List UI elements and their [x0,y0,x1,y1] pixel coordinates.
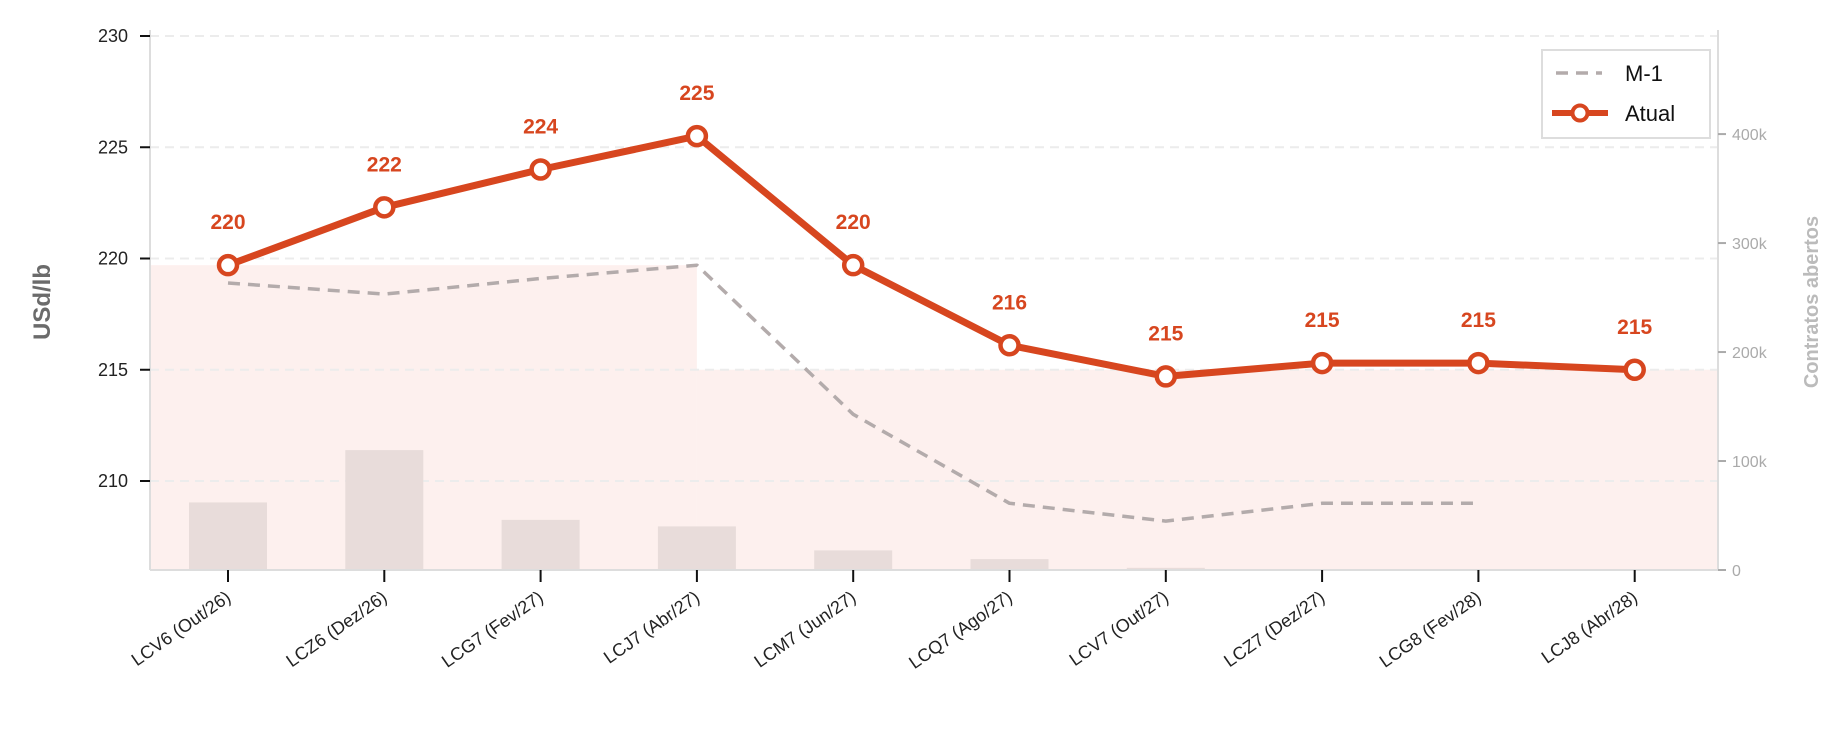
y-tick-label-215: 215 [98,360,128,380]
data-label-6: 215 [1148,322,1183,345]
oi-bar-4 [814,550,893,570]
series-atual-point-9 [1623,358,1646,381]
y-axis-title: USd/lb [29,264,56,340]
x-tick-label-8: LCG8 (Fev/28) [1376,587,1485,672]
data-label-0: 220 [210,211,245,234]
y-tick-label-230: 230 [98,26,128,46]
x-tick-label-2: LCG7 (Fev/27) [438,587,547,672]
y2-tick-label-3: 300k [1732,236,1768,253]
series-atual-point-3 [685,124,709,148]
x-tick-label-7: LCZ7 (Dez/27) [1220,587,1328,671]
y2-tick-label-2: 200k [1732,345,1768,362]
series-atual-point-2 [529,158,552,181]
series-atual-point-7 [1310,351,1334,375]
legend-m1-label: M-1 [1625,61,1663,86]
oi-bar-5 [970,559,1049,570]
series-atual-point-6 [1154,365,1178,388]
series-atual-point-0 [216,253,240,277]
series-atual-line [224,132,1639,380]
data-label-7: 215 [1305,309,1340,332]
series-atual-point-1 [373,196,396,219]
legend: M-1 Atual [1541,49,1711,139]
data-labels-layer: 220 222 224 225 220 216 215 215 215 215 [210,82,1652,345]
oi-bar-6 [1126,567,1205,570]
data-label-3: 225 [679,82,714,105]
y-tick-label-225: 225 [98,137,128,157]
data-label-4: 220 [836,211,871,234]
oi-bar-2 [501,519,580,570]
x-tick-label-3: LCJ7 (Abr/27) [600,587,703,668]
x-tick-label-4: LCM7 (Jun/27) [750,587,859,672]
y2-tick-label-1: 100k [1732,454,1768,471]
data-label-9: 215 [1617,316,1652,339]
data-label-5: 216 [992,291,1027,314]
data-label-1: 222 [367,153,402,176]
x-tick-label-6: LCV7 (Out/27) [1066,587,1173,670]
y2-tick-label-4: 400k [1732,127,1768,144]
oi-bar-0 [189,502,267,570]
series-atual-point-5 [998,334,1021,357]
series-atual-point-8 [1467,351,1490,375]
data-label-8: 215 [1461,309,1496,332]
y2-tick-label-0: 0 [1732,563,1741,580]
area-fill-1 [696,369,1718,570]
legend-atual-marker [1570,103,1590,123]
legend-box [1541,49,1711,139]
y-tick-label-220: 220 [98,249,128,269]
series-m1-line [227,263,1479,523]
open-interest-bars-layer [189,450,1205,570]
y2-axis-title: Contratos abertos [1801,216,1823,388]
oi-bar-1 [345,450,424,570]
x-tick-label-0: LCV6 (Out/26) [128,587,235,670]
y-tick-label-210: 210 [98,471,128,491]
series-atual-point-4 [841,253,865,277]
x-tick-label-5: LCQ7 (Ago/27) [905,587,1016,673]
x-tick-label-1: LCZ6 (Dez/26) [282,587,390,671]
oi-bar-3 [657,526,736,570]
x-tick-label-9: LCJ8 (Abr/28) [1538,587,1641,668]
data-label-2: 224 [523,116,558,139]
legend-atual-label: Atual [1625,101,1675,126]
series-lines-layer [216,124,1646,523]
